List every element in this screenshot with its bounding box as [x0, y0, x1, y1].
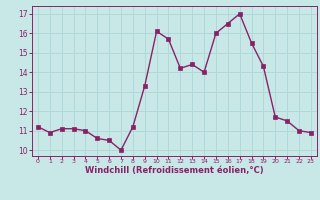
X-axis label: Windchill (Refroidissement éolien,°C): Windchill (Refroidissement éolien,°C) — [85, 166, 264, 175]
